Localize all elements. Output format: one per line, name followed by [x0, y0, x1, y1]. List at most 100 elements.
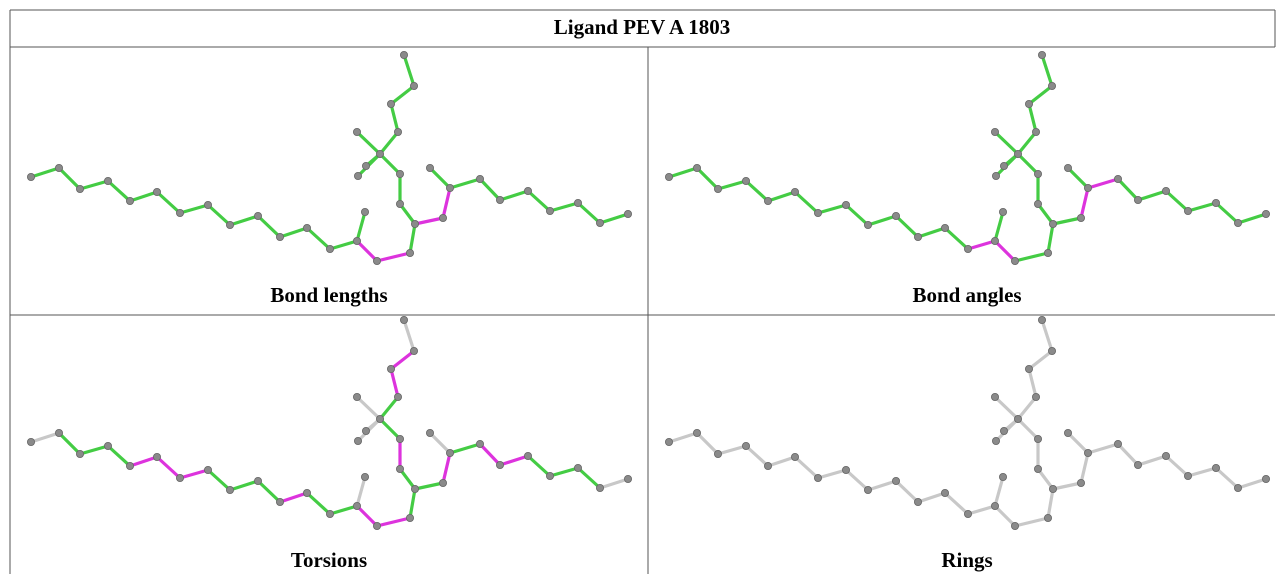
bond [1079, 451, 1090, 485]
bond [228, 214, 260, 227]
bond [478, 177, 502, 202]
bond [378, 417, 402, 441]
atom [372, 521, 381, 530]
atom [1048, 484, 1057, 493]
bond [413, 216, 445, 226]
atom [841, 465, 850, 474]
bond [378, 152, 402, 176]
bond [441, 186, 452, 220]
atom [1063, 428, 1072, 437]
bond [278, 226, 309, 239]
frame [9, 9, 1276, 574]
bond [106, 179, 132, 203]
atom [963, 509, 972, 518]
bond [1013, 251, 1050, 263]
atom [1076, 478, 1085, 487]
bond [1036, 202, 1055, 226]
atom [26, 172, 35, 181]
bond [29, 166, 61, 179]
atom [360, 207, 369, 216]
atom [991, 171, 1000, 180]
atom [1024, 100, 1033, 109]
atom [1037, 51, 1046, 60]
panel [26, 51, 633, 265]
bond [355, 239, 379, 263]
bond [1066, 166, 1090, 190]
bond [894, 214, 920, 239]
atom [714, 184, 723, 193]
atom [546, 206, 555, 215]
bond [1186, 466, 1218, 478]
bond [866, 479, 898, 492]
atom [1031, 127, 1040, 136]
atom [1184, 206, 1193, 215]
atom [445, 183, 454, 192]
bond [1164, 454, 1190, 478]
panel [26, 316, 633, 530]
atom [693, 428, 702, 437]
bond [328, 239, 359, 251]
bond [305, 491, 332, 516]
atom [302, 488, 311, 497]
bond [1136, 189, 1168, 202]
bond [389, 349, 416, 371]
bond [256, 214, 282, 239]
atom [203, 200, 212, 209]
bond [1051, 216, 1083, 226]
bond [1236, 212, 1268, 225]
atom [76, 184, 85, 193]
panel-label: Bond lengths [270, 283, 387, 307]
atom [425, 428, 434, 437]
bond [1214, 201, 1240, 225]
atom [325, 509, 334, 518]
bond [498, 189, 530, 202]
atom [574, 198, 583, 207]
bond [844, 203, 870, 227]
panel-label: Rings [941, 548, 992, 572]
atom [891, 211, 900, 220]
atom [438, 213, 447, 222]
atom [1162, 451, 1171, 460]
bond [389, 102, 400, 134]
atom [813, 473, 822, 482]
atom [104, 176, 113, 185]
bond [1046, 222, 1055, 255]
bond [695, 166, 720, 191]
atom [352, 127, 361, 136]
atom [495, 195, 504, 204]
atom [524, 186, 533, 195]
bond [398, 202, 417, 226]
panel-label: Torsions [291, 548, 367, 572]
atom [1037, 316, 1046, 325]
atom [405, 513, 414, 522]
bond [744, 444, 770, 468]
atom [1048, 219, 1057, 228]
atom [1033, 199, 1042, 208]
bond [389, 84, 416, 106]
atom [1113, 174, 1122, 183]
atom [664, 172, 673, 181]
atom [361, 426, 370, 435]
bond [943, 226, 970, 251]
atom [395, 169, 404, 178]
bond [78, 444, 110, 456]
bond [576, 201, 602, 225]
bond [1016, 130, 1038, 156]
atom [175, 208, 184, 217]
atom [913, 497, 922, 506]
bond [793, 455, 820, 480]
bond [378, 395, 400, 421]
atom [1031, 392, 1040, 401]
atom [998, 207, 1007, 216]
atom [963, 244, 972, 253]
bond [667, 431, 699, 444]
atom [475, 439, 484, 448]
bond [441, 451, 452, 485]
bond [1214, 466, 1240, 490]
bond [378, 130, 400, 156]
atom [764, 461, 773, 470]
atom [375, 414, 384, 423]
panel-label: Bond angles [912, 283, 1021, 307]
atom [393, 127, 402, 136]
atom [475, 174, 484, 183]
